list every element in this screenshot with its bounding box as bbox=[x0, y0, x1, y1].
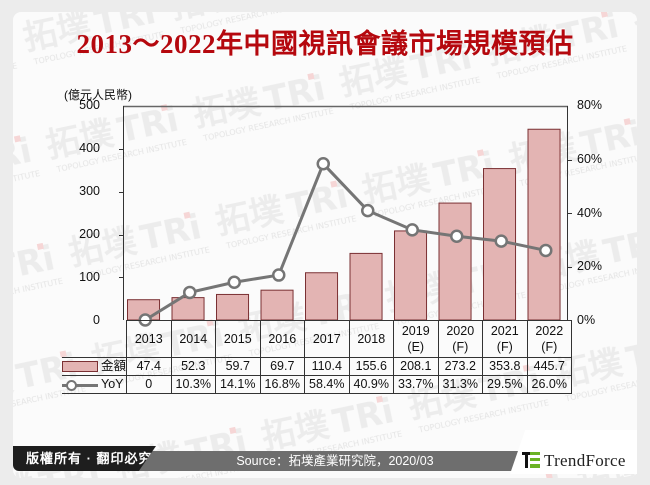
bar-swatch-icon bbox=[62, 361, 98, 373]
year-cell: 2021 (F) bbox=[482, 320, 528, 358]
legend-amount: 金額 bbox=[62, 357, 128, 376]
amount-bar bbox=[527, 128, 561, 321]
right-axis-tick: 0% bbox=[577, 313, 596, 327]
amount-bar bbox=[260, 289, 294, 321]
left-axis-ticks bbox=[119, 149, 123, 278]
yoy-cell: 14.1% bbox=[215, 375, 261, 394]
amount-cell: 69.7 bbox=[259, 357, 306, 376]
yoy-marker bbox=[316, 157, 330, 171]
right-axis-tick: 80% bbox=[577, 98, 603, 112]
year-cell: 2016 bbox=[259, 320, 306, 358]
year-cell: 2014 bbox=[170, 320, 217, 358]
yoy-marker bbox=[494, 234, 508, 248]
amount-bar bbox=[349, 252, 383, 321]
amount-cell: 445.7 bbox=[526, 357, 573, 376]
year-cell: 2015 bbox=[215, 320, 261, 358]
year-cell: 2020 (F) bbox=[437, 320, 484, 358]
amount-cell: 59.7 bbox=[215, 357, 261, 376]
year-cell: 2022 (F) bbox=[526, 320, 573, 358]
amount-bar bbox=[394, 230, 428, 321]
amount-cell: 110.4 bbox=[304, 357, 350, 376]
yoy-cell: 10.3% bbox=[170, 375, 217, 394]
yoy-cell: 58.4% bbox=[304, 375, 350, 394]
yoy-line bbox=[138, 157, 553, 327]
yoy-cell: 31.3% bbox=[437, 375, 484, 394]
yoy-marker bbox=[539, 243, 553, 258]
amount-cell: 273.2 bbox=[437, 357, 484, 376]
year-cell: 2018 bbox=[348, 320, 395, 358]
amount-bar bbox=[438, 202, 472, 321]
yoy-marker bbox=[183, 285, 197, 300]
right-axis-tick: 40% bbox=[577, 206, 603, 220]
trendforce-logo-icon bbox=[522, 452, 540, 468]
amount-row: 金額 47.4 52.3 59.7 69.7 110.4 155.6 208.1… bbox=[62, 357, 573, 376]
data-table: 2013 2014 2015 2016 2017 2018 2019 (E) 20… bbox=[62, 320, 573, 394]
right-axis-ticks bbox=[568, 160, 572, 268]
yoy-cell: 0 bbox=[126, 375, 172, 394]
yoy-cell: 33.7% bbox=[393, 375, 439, 394]
year-cell: 2017 bbox=[304, 320, 350, 358]
footer-copyright: 版權所有 · 翻印必究 bbox=[13, 446, 156, 471]
yoy-row: YoY 0 10.3% 14.1% 16.8% 58.4% 40.9% 33.7… bbox=[62, 375, 573, 394]
left-axis-tick: 100 bbox=[79, 270, 100, 284]
amount-cell: 353.8 bbox=[482, 357, 528, 376]
left-axis-tick: 400 bbox=[79, 141, 100, 155]
yoy-cell: 29.5% bbox=[482, 375, 528, 394]
amount-cell: 155.6 bbox=[348, 357, 395, 376]
yoy-marker bbox=[450, 229, 464, 244]
right-axis-tick: 60% bbox=[577, 152, 603, 166]
amount-bars bbox=[127, 128, 561, 321]
amount-cell: 47.4 bbox=[126, 357, 172, 376]
yoy-cell: 16.8% bbox=[259, 375, 306, 394]
table-header-row: 2013 2014 2015 2016 2017 2018 2019 (E) 20… bbox=[62, 320, 573, 358]
footer-source-band bbox=[130, 451, 540, 471]
yoy-marker bbox=[405, 223, 419, 237]
left-axis-tick: 500 bbox=[79, 98, 100, 112]
amount-cell: 208.1 bbox=[393, 357, 439, 376]
yoy-marker bbox=[272, 268, 286, 282]
line-marker-icon bbox=[62, 379, 98, 391]
yoy-marker bbox=[227, 275, 241, 290]
amount-bar bbox=[305, 272, 339, 321]
left-axis-tick: 300 bbox=[79, 184, 100, 198]
year-cell: 2019 (E) bbox=[393, 320, 439, 358]
yoy-marker bbox=[361, 203, 375, 218]
year-cell: 2013 bbox=[126, 320, 172, 358]
amount-bar bbox=[216, 293, 250, 321]
yoy-cell: 26.0% bbox=[526, 375, 573, 394]
legend-yoy: YoY bbox=[62, 375, 128, 394]
brand-name: TrendForce bbox=[544, 451, 626, 470]
amount-cell: 52.3 bbox=[170, 357, 217, 376]
table-corner bbox=[62, 320, 128, 358]
y-axis-unit-label: (億元人民幣) bbox=[64, 88, 132, 102]
right-axis-tick: 20% bbox=[577, 259, 603, 273]
chart-title: 2013～2022年中國視訊會議市場規模預估 bbox=[76, 29, 574, 59]
left-axis-tick: 200 bbox=[79, 227, 100, 241]
yoy-cell: 40.9% bbox=[348, 375, 395, 394]
left-axis-tick: 0 bbox=[93, 313, 100, 327]
footer-source-text: Source：拓墣產業研究院，2020/03 bbox=[236, 454, 434, 468]
